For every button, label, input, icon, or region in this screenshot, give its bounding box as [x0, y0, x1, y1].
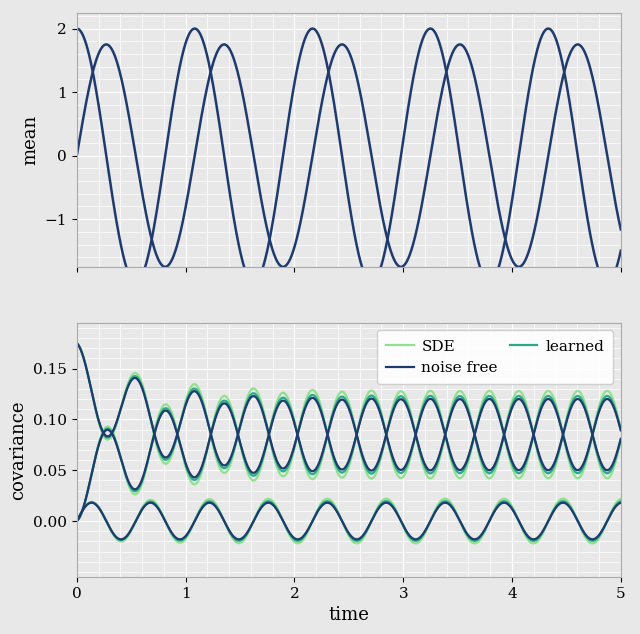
SDE	[323, 428, 331, 436]
learned	[574, 469, 582, 477]
SDE	[574, 474, 582, 482]
X-axis label: time: time	[328, 606, 369, 624]
noise free	[100, 430, 108, 438]
SDE	[602, 388, 609, 396]
learned	[323, 429, 331, 436]
Y-axis label: covariance: covariance	[10, 400, 28, 500]
SDE	[601, 388, 609, 396]
noise free	[602, 396, 609, 404]
noise free	[601, 396, 609, 404]
noise free	[501, 435, 509, 443]
Y-axis label: mean: mean	[21, 115, 39, 165]
learned	[73, 339, 81, 347]
Line: SDE: SDE	[77, 343, 621, 478]
noise free	[574, 467, 582, 474]
Line: learned: learned	[77, 343, 621, 473]
SDE	[100, 434, 108, 441]
learned	[601, 393, 609, 401]
noise free	[73, 339, 81, 347]
learned	[337, 469, 345, 476]
SDE	[337, 474, 345, 481]
SDE	[617, 425, 625, 433]
learned	[501, 435, 509, 443]
learned	[602, 393, 609, 401]
SDE	[73, 339, 81, 347]
learned	[617, 426, 625, 434]
Line: noise free: noise free	[77, 343, 621, 470]
Legend: SDE, noise free, learned: SDE, noise free, learned	[377, 330, 613, 384]
noise free	[323, 429, 331, 436]
noise free	[617, 427, 625, 434]
noise free	[337, 465, 345, 473]
learned	[100, 432, 108, 439]
SDE	[501, 436, 509, 443]
